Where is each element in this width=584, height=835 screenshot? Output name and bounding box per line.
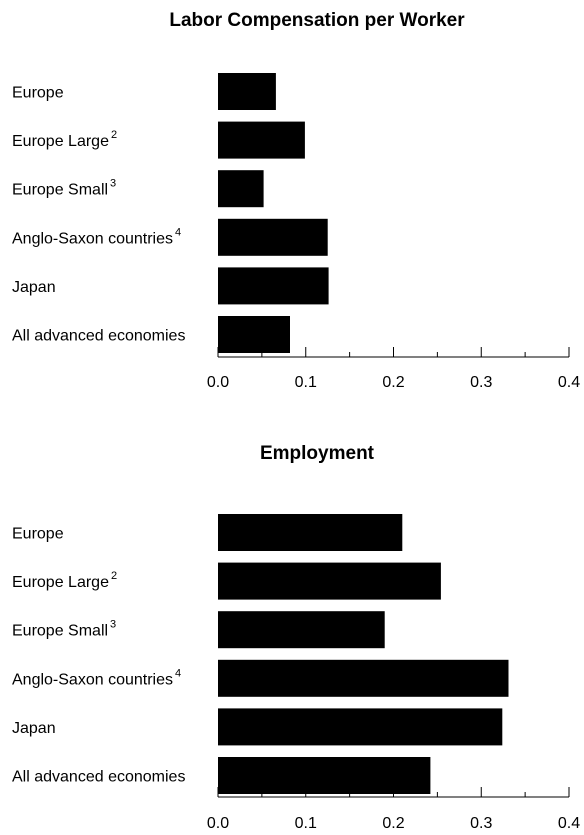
footnote-marker: 4 bbox=[175, 667, 181, 679]
x-tick-label: 0.0 bbox=[207, 374, 229, 391]
chart-title: Employment bbox=[260, 443, 375, 464]
x-tick-label: 0.2 bbox=[382, 815, 404, 832]
bar-2 bbox=[218, 121, 305, 159]
footnote-marker: 3 bbox=[110, 178, 116, 190]
category-label: Europe bbox=[12, 85, 64, 102]
bar-5 bbox=[218, 708, 503, 746]
bar-5 bbox=[218, 267, 329, 305]
bar-3 bbox=[218, 170, 264, 208]
category-label: Anglo-Saxon countries 4 bbox=[12, 667, 181, 688]
bar-2 bbox=[218, 562, 441, 600]
category-label: Europe Small 3 bbox=[12, 619, 116, 640]
bar-4 bbox=[218, 659, 509, 697]
x-tick-label: 0.2 bbox=[382, 374, 404, 391]
bar-3 bbox=[218, 611, 385, 649]
footnote-marker: 4 bbox=[175, 226, 181, 238]
category-label: Europe Large 2 bbox=[12, 129, 117, 150]
bar-1 bbox=[218, 73, 276, 110]
x-tick-label: 0.4 bbox=[558, 815, 580, 832]
chart-panel-1: Labor Compensation per Worker Europe Europ… bbox=[12, 10, 580, 391]
category-label: Anglo-Saxon countries 4 bbox=[12, 226, 181, 247]
category-label: Europe bbox=[12, 526, 64, 543]
category-label: All advanced economies bbox=[12, 328, 185, 345]
bar-6 bbox=[218, 757, 431, 794]
bar-4 bbox=[218, 218, 328, 256]
category-label: All advanced economies bbox=[12, 769, 185, 786]
chart-title: Labor Compensation per Worker bbox=[169, 10, 465, 31]
bar-1 bbox=[218, 514, 403, 551]
category-label: Europe Large 2 bbox=[12, 570, 117, 591]
category-label: Japan bbox=[12, 279, 56, 296]
category-label: Europe Small 3 bbox=[12, 178, 116, 199]
x-tick-label: 0.1 bbox=[295, 815, 317, 832]
x-tick-label: 0.4 bbox=[558, 374, 580, 391]
x-tick-label: 0.3 bbox=[470, 815, 492, 832]
x-tick-label: 0.0 bbox=[207, 815, 229, 832]
footnote-marker: 2 bbox=[111, 570, 117, 582]
x-tick-label: 0.1 bbox=[295, 374, 317, 391]
footnote-marker: 3 bbox=[110, 619, 116, 631]
category-label: Japan bbox=[12, 720, 56, 737]
footnote-marker: 2 bbox=[111, 129, 117, 141]
x-tick-label: 0.3 bbox=[470, 374, 492, 391]
bar-6 bbox=[218, 316, 290, 353]
chart-panel-2: Employment Europe Europe Large 2 Europe Smal… bbox=[12, 443, 580, 832]
